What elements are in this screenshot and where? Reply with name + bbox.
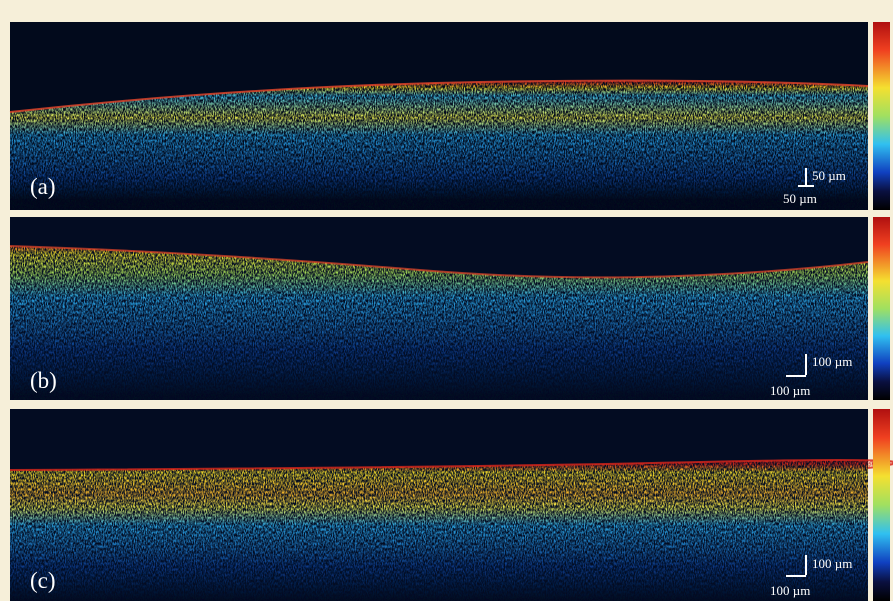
page: {"panels": [ {"label": "(a)", "scale_ver… [0,0,893,601]
panel-label: (c) [30,568,56,593]
panel-label: (a) [30,174,56,199]
scale-text: 50 µm [812,168,846,183]
figure: (a) 50 µm 50 µm (b) 100 µm 100 µm (c) 10… [0,0,893,601]
panel-label: (b) [30,368,57,393]
scale-text: 100 µm [812,354,852,369]
colorbar [873,22,890,210]
scale-text: 100 µm [770,383,810,398]
tissue [10,460,893,601]
scale-text: 100 µm [812,556,852,571]
scale-text: 100 µm [770,583,810,598]
scale-text: 50 µm [783,191,817,206]
colorbar [873,217,890,400]
colorbar [873,409,890,601]
